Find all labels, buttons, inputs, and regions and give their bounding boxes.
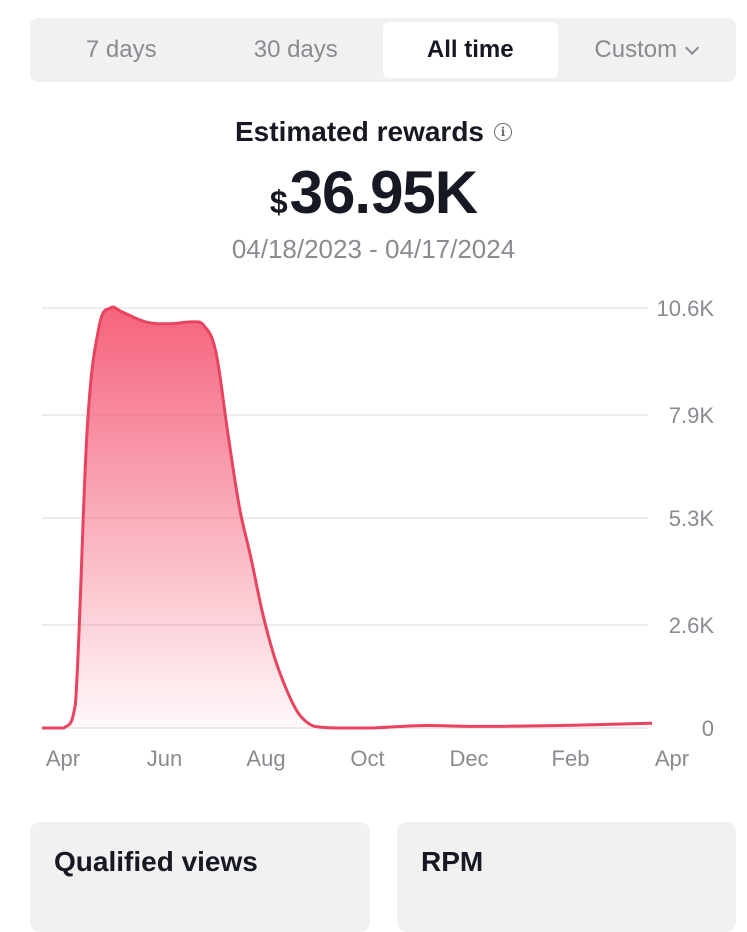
- date-range: 04/18/2023 - 04/17/2024: [231, 234, 516, 264]
- tab-7-days[interactable]: 7 days: [85, 36, 157, 63]
- time-range-tabs: 7 days 30 days All time Custom: [30, 18, 736, 82]
- rpm-label: RPM: [421, 846, 484, 877]
- x-tick-label: Dec: [449, 746, 488, 771]
- tab-30-days[interactable]: 30 days: [253, 36, 338, 63]
- tab-all-time[interactable]: All time: [383, 22, 558, 78]
- tab-custom[interactable]: Custom: [558, 22, 733, 78]
- x-axis-labels: Apr Jun Aug Oct Dec Feb Apr: [46, 746, 689, 771]
- y-tick-label: 2.6K: [669, 613, 715, 638]
- rewards-value: 36.95K: [289, 159, 478, 226]
- rewards-amount: $ 36.95K: [0, 158, 747, 234]
- y-tick-label: 10.6K: [657, 296, 715, 321]
- x-tick-label: Feb: [552, 746, 590, 771]
- rewards-chart: 10.6K 7.9K 5.3K 2.6K 0 Apr Jun Aug Oct Dec Feb Apr: [42, 296, 715, 771]
- rpm-card[interactable]: RPM: [397, 822, 736, 932]
- rewards-summary: Estimated rewards i $ 36.95K 04/18/2023 …: [0, 112, 747, 265]
- info-icon[interactable]: i: [494, 123, 512, 141]
- y-tick-label: 5.3K: [669, 506, 715, 531]
- rewards-line: [42, 305, 653, 730]
- rewards-area: [42, 307, 652, 728]
- x-tick-label: Aug: [246, 746, 285, 771]
- x-tick-label: Apr: [46, 746, 80, 771]
- tab-custom-label: Custom: [594, 36, 678, 63]
- summary-title-row: Estimated rewards i: [0, 112, 747, 152]
- qualified-views-card[interactable]: Qualified views: [30, 822, 370, 932]
- summary-title: Estimated rewards: [235, 116, 484, 147]
- x-tick-label: Apr: [655, 746, 689, 771]
- qualified-views-label: Qualified views: [54, 846, 258, 877]
- currency-symbol: $: [269, 184, 288, 220]
- chevron-down-icon: [685, 40, 700, 55]
- x-tick-label: Oct: [350, 746, 384, 771]
- x-tick-label: Jun: [147, 746, 182, 771]
- y-axis-labels: 10.6K 7.9K 5.3K 2.6K 0: [657, 296, 715, 741]
- y-tick-label: 0: [702, 716, 714, 741]
- y-tick-label: 7.9K: [669, 403, 715, 428]
